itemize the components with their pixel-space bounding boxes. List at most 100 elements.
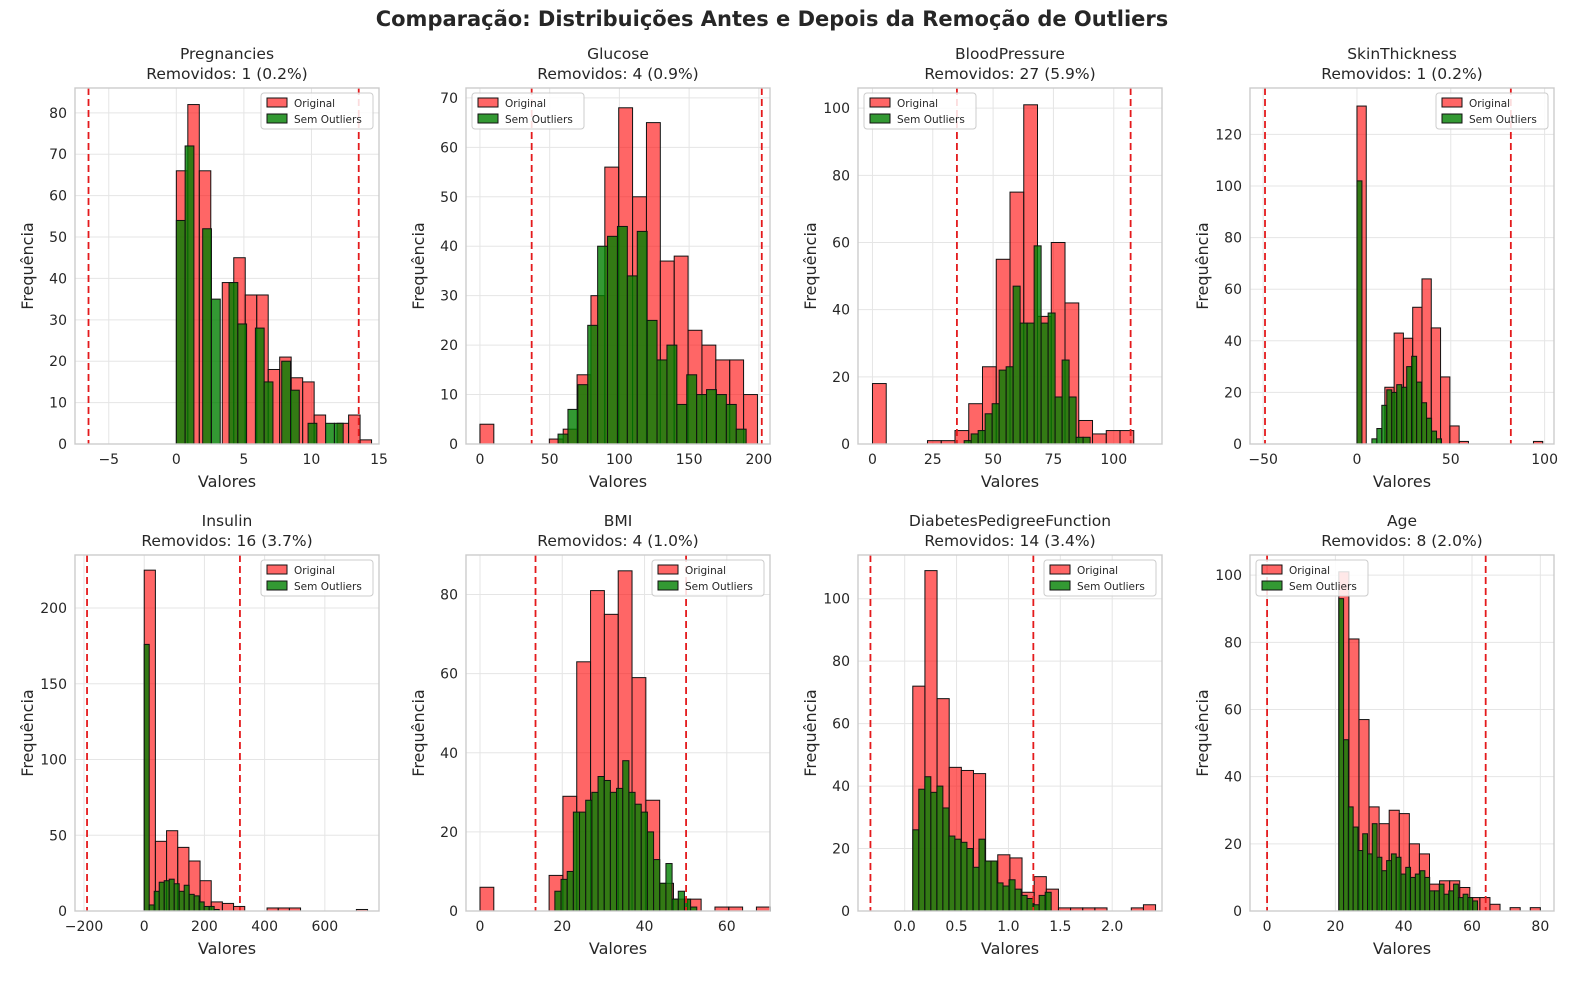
sem-outliers-bar bbox=[1426, 417, 1433, 445]
x-tick-label: 100 bbox=[606, 452, 633, 468]
x-tick-label: 1.0 bbox=[997, 919, 1019, 935]
legend: Original Sem Outliers bbox=[260, 92, 374, 130]
sem-outliers-bar bbox=[666, 344, 678, 445]
sem-outliers-bar bbox=[676, 403, 688, 445]
y-tick-label: 0 bbox=[1233, 904, 1242, 920]
sem-outliers-bar bbox=[948, 835, 956, 912]
sem-outliers-bar bbox=[634, 803, 642, 912]
panel-subtitle: Removidos: 27 (5.9%) bbox=[924, 65, 1095, 83]
plot-frame bbox=[74, 87, 380, 445]
y-tick-label: 120 bbox=[1215, 127, 1242, 143]
x-tick-label: 60 bbox=[718, 919, 736, 935]
sem-outliers-bar bbox=[1352, 826, 1359, 912]
sem-outliers-bar bbox=[636, 230, 648, 445]
sem-outliers-bar bbox=[210, 298, 221, 445]
panel-title: Pregnancies bbox=[180, 45, 274, 63]
plot-frame bbox=[465, 87, 771, 445]
sem-outliers-bar bbox=[1401, 386, 1408, 445]
x-tick-label: 100 bbox=[1100, 452, 1127, 468]
original-bar bbox=[1092, 433, 1107, 445]
sem-outliers-bar bbox=[1410, 876, 1416, 912]
legend-label: Original bbox=[897, 98, 938, 110]
legend-label: Original bbox=[685, 565, 726, 577]
sem-outliers-bar bbox=[202, 228, 212, 445]
sem-outliers-bar bbox=[677, 890, 685, 912]
sem-outliers-bar bbox=[188, 893, 195, 912]
x-tick-label: 20 bbox=[1326, 919, 1344, 935]
x-tick-label: 75 bbox=[1045, 452, 1063, 468]
sem-outliers-bar bbox=[966, 848, 974, 912]
sem-outliers-bar bbox=[587, 324, 599, 445]
y-axis-label: Frequência bbox=[18, 222, 37, 309]
x-axis-label: Valores bbox=[198, 939, 256, 958]
sem-outliers-bar bbox=[696, 394, 708, 445]
legend-label: Sem Outliers bbox=[294, 114, 362, 126]
legend-label: Sem Outliers bbox=[505, 114, 573, 126]
x-tick-label: 0 bbox=[1353, 452, 1362, 468]
sem-outliers-bar bbox=[333, 422, 344, 445]
sem-outliers-bar bbox=[1443, 893, 1450, 912]
sem-outliers-bar bbox=[616, 225, 628, 445]
x-tick-label: 20 bbox=[553, 919, 571, 935]
legend-label: Sem Outliers bbox=[1469, 114, 1537, 126]
legend: Original Sem Outliers bbox=[471, 92, 585, 130]
plot-frame bbox=[1249, 87, 1555, 445]
panel-subtitle: Removidos: 14 (3.4%) bbox=[924, 532, 1095, 550]
sem-outliers-bar bbox=[1429, 890, 1435, 912]
sem-outliers-bar bbox=[942, 807, 950, 912]
sem-outliers-bar bbox=[1424, 876, 1431, 912]
sem-outliers-bar bbox=[1433, 890, 1440, 912]
legend-swatch bbox=[266, 580, 288, 591]
y-tick-label: 20 bbox=[1224, 837, 1242, 853]
panel-title: BloodPressure bbox=[955, 45, 1065, 63]
sem-outliers-bar bbox=[978, 838, 986, 912]
legend-swatch bbox=[869, 113, 891, 124]
sem-outliers-bar bbox=[1431, 430, 1438, 445]
sem-outliers-bar bbox=[936, 785, 944, 912]
y-tick-label: 70 bbox=[440, 91, 458, 107]
sem-outliers-bar bbox=[184, 145, 195, 445]
y-tick-label: 40 bbox=[832, 303, 850, 319]
panel-title: Insulin bbox=[202, 512, 253, 530]
x-tick-label: −5 bbox=[98, 452, 119, 468]
sem-outliers-bar bbox=[1376, 856, 1383, 912]
histogram-panel-bloodpressure: 0 25 50 75 100 0 20 40 60 80 100 BloodPressure Remov… bbox=[801, 45, 1163, 491]
sem-outliers-bar bbox=[1448, 890, 1455, 912]
y-axis-label: Frequência bbox=[801, 222, 820, 309]
y-tick-label: 50 bbox=[49, 828, 67, 844]
legend-swatch bbox=[477, 113, 499, 124]
y-tick-label: 20 bbox=[49, 354, 67, 370]
sem-outliers-bar bbox=[175, 219, 186, 445]
sem-outliers-bar bbox=[173, 883, 180, 912]
sem-outliers-bar bbox=[1047, 312, 1056, 445]
sem-outliers-bar bbox=[1014, 888, 1022, 912]
legend-label: Original bbox=[1289, 565, 1330, 577]
legend-swatch bbox=[266, 113, 288, 124]
x-tick-label: 100 bbox=[1531, 452, 1558, 468]
x-tick-label: −50 bbox=[1248, 452, 1278, 468]
original-bar bbox=[1489, 903, 1501, 912]
sem-outliers-bar bbox=[984, 413, 993, 445]
x-tick-label: 50 bbox=[984, 452, 1002, 468]
sem-outliers-bar bbox=[237, 323, 248, 445]
plot-frame bbox=[1249, 554, 1555, 912]
sem-outliers-bar bbox=[193, 895, 200, 912]
y-tick-label: 20 bbox=[440, 338, 458, 354]
sem-outliers-bar bbox=[609, 791, 618, 912]
sem-outliers-bar bbox=[153, 890, 160, 912]
y-tick-label: 60 bbox=[1224, 282, 1242, 298]
panel-subtitle: Removidos: 1 (0.2%) bbox=[146, 65, 307, 83]
sem-outliers-bar bbox=[1371, 438, 1378, 445]
y-tick-label: 60 bbox=[832, 235, 850, 251]
sem-outliers-bar bbox=[290, 389, 300, 445]
y-tick-label: 60 bbox=[1224, 702, 1242, 718]
sem-outliers-bar bbox=[1367, 853, 1373, 912]
legend-swatch bbox=[1261, 580, 1283, 591]
y-tick-label: 60 bbox=[440, 667, 458, 683]
legend-swatch bbox=[1049, 564, 1071, 575]
original-bar bbox=[1142, 904, 1157, 912]
sem-outliers-bar bbox=[930, 791, 938, 912]
legend-label: Original bbox=[294, 98, 335, 110]
y-tick-label: 30 bbox=[49, 313, 67, 329]
sem-outliers-bar bbox=[616, 787, 624, 912]
